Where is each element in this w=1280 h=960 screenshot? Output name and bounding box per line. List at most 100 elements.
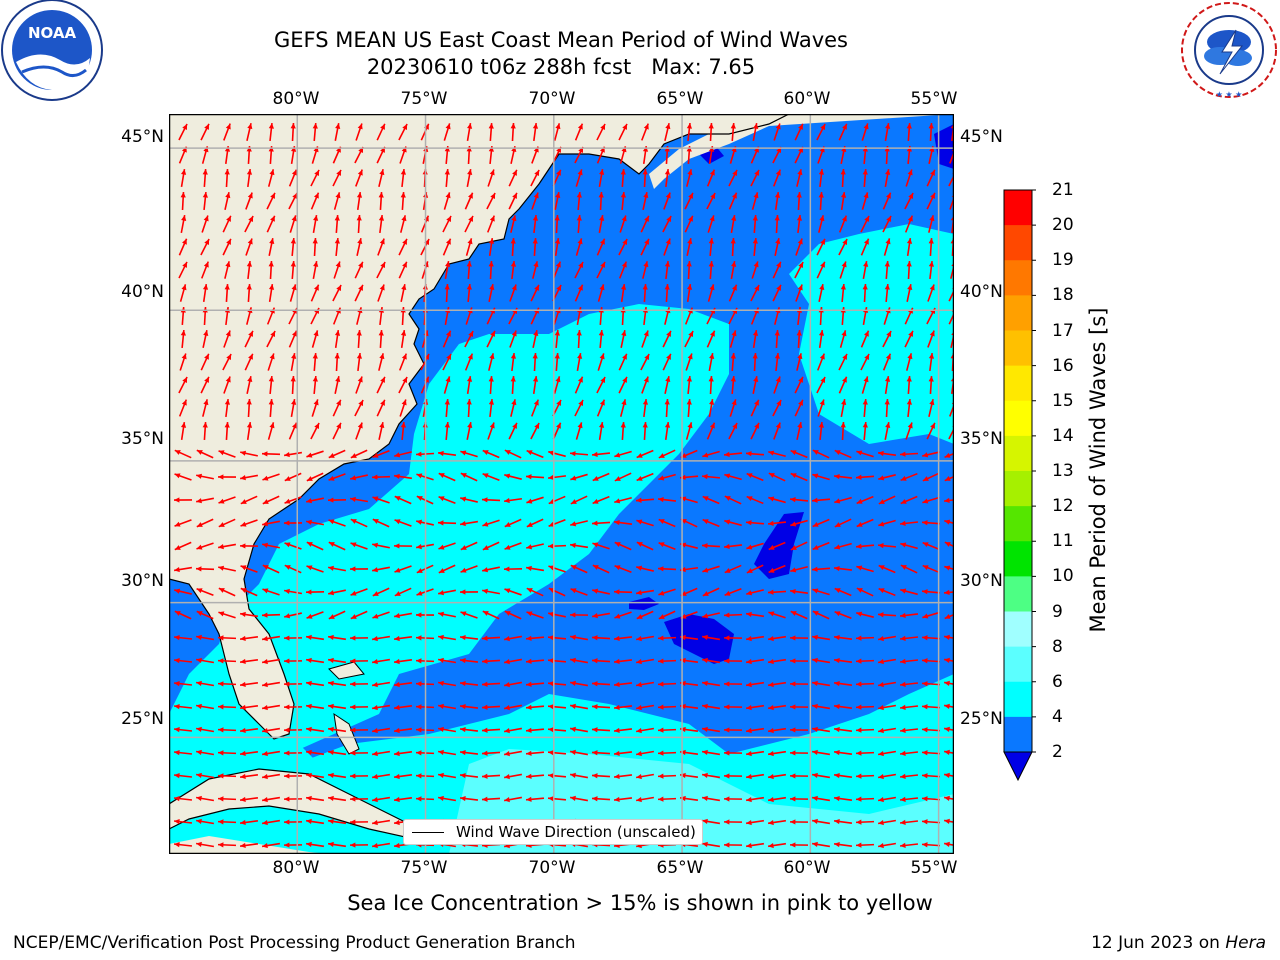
wave-direction-arrow [349,727,369,733]
wave-direction-arrow [745,635,765,642]
wave-direction-arrow [305,589,325,595]
wave-direction-arrow [530,169,540,187]
chart-subtitle: 20230610 t06z 288h fcst Max: 7.65 [366,55,756,79]
wave-direction-arrow [459,680,479,687]
lon-label-top-55w: 55°W [910,89,958,109]
wave-direction-arrow [723,451,743,457]
wave-direction-arrow [372,450,390,458]
wave-direction-arrow [350,474,368,481]
wave-direction-arrow [310,192,320,210]
wave-direction-arrow [334,123,341,141]
wave-direction-arrow [596,123,606,141]
wave-direction-arrow [679,657,699,664]
wave-direction-arrow [195,841,215,848]
wave-direction-arrow [526,611,544,619]
wave-direction-arrow [574,399,584,417]
wave-direction-arrow [217,658,237,664]
wave-direction-arrow [466,375,473,395]
wave-direction-arrow [878,587,896,597]
wave-direction-arrow [707,215,715,233]
wave-direction-arrow [306,519,324,526]
colorbar-tick-label: 17 [1052,320,1074,341]
wave-direction-arrow [922,541,940,551]
wave-direction-arrow [400,329,407,349]
wave-direction-arrow [333,261,341,279]
wave-direction-arrow [570,473,588,481]
wave-direction-arrow [350,588,368,596]
wave-direction-arrow [877,819,897,826]
wave-direction-arrow [569,657,589,664]
wave-direction-arrow [618,353,628,371]
wave-direction-arrow [922,496,940,504]
wave-direction-arrow [597,284,605,302]
wave-direction-arrow [239,704,259,711]
wave-direction-arrow [855,796,875,802]
wave-direction-arrow [838,238,848,256]
wave-direction-arrow [508,192,518,210]
wave-direction-arrow [708,375,714,395]
wave-direction-arrow [752,123,759,141]
wave-direction-arrow [372,566,390,573]
wave-direction-arrow [288,422,298,440]
wave-direction-arrow [262,473,280,481]
wave-direction-arrow [481,681,501,687]
wave-direction-arrow [482,541,500,551]
wave-direction-arrow [856,518,874,528]
wave-direction-arrow [730,261,737,279]
wave-direction-arrow [437,680,457,687]
wave-direction-arrow [596,376,606,394]
wave-direction-arrow [767,819,787,826]
wave-direction-arrow [861,123,869,141]
wave-direction-arrow [393,612,413,619]
wave-direction-arrow [305,795,325,802]
land-bahamas-north [329,662,364,679]
wave-direction-arrow [202,421,208,441]
wave-direction-arrow [679,772,699,779]
wave-direction-arrow [899,773,919,779]
wave-direction-arrow [554,329,560,349]
wave-direction-arrow [349,566,369,572]
wave-direction-arrow [376,376,386,394]
wave-direction-arrow [642,421,648,441]
wave-direction-arrow [752,237,758,257]
wave-direction-arrow [794,376,804,394]
wave-direction-arrow [525,635,545,641]
wave-direction-arrow [794,399,804,417]
wave-direction-arrow [201,215,209,233]
wave-direction-arrow [174,610,192,620]
wave-direction-arrow [217,796,237,802]
wave-direction-arrow [796,422,803,440]
wave-direction-arrow [246,421,253,441]
colorbar-label: Mean Period of Wind Waves [s] [1086,307,1110,633]
wave-direction-arrow [371,658,391,665]
lon-label-bottom-75w: 75°W [400,858,448,878]
colorbar-tick-label: 10 [1052,566,1074,587]
wave-direction-arrow [816,376,826,394]
wave-direction-arrow [767,773,787,780]
wave-direction-arrow [746,495,764,505]
wave-direction-arrow [746,472,764,482]
wave-direction-arrow [240,519,258,527]
wave-direction-arrow [855,819,875,825]
wave-direction-arrow [657,658,677,664]
wave-direction-arrow [399,215,407,233]
wave-direction-arrow [371,681,391,688]
colorbar-tick-label: 20 [1052,215,1074,236]
wave-direction-arrow [334,214,340,234]
wave-direction-arrow [855,658,875,664]
wave-direction-arrow [613,796,633,803]
wave-direction-arrow [552,261,562,279]
wave-direction-arrow [701,795,721,802]
wave-direction-arrow [878,474,896,481]
wave-direction-arrow [305,634,325,641]
wave-direction-arrow [262,588,280,596]
wave-direction-arrow [614,496,632,504]
wave-direction-arrow [899,819,919,825]
wave-direction-arrow [332,422,342,440]
wave-direction-arrow [305,772,325,779]
wave-direction-arrow [240,587,258,597]
wave-direction-arrow [899,520,919,526]
wave-direction-arrow [510,215,517,233]
wave-direction-arrow [306,472,324,482]
wave-direction-arrow [750,422,760,440]
